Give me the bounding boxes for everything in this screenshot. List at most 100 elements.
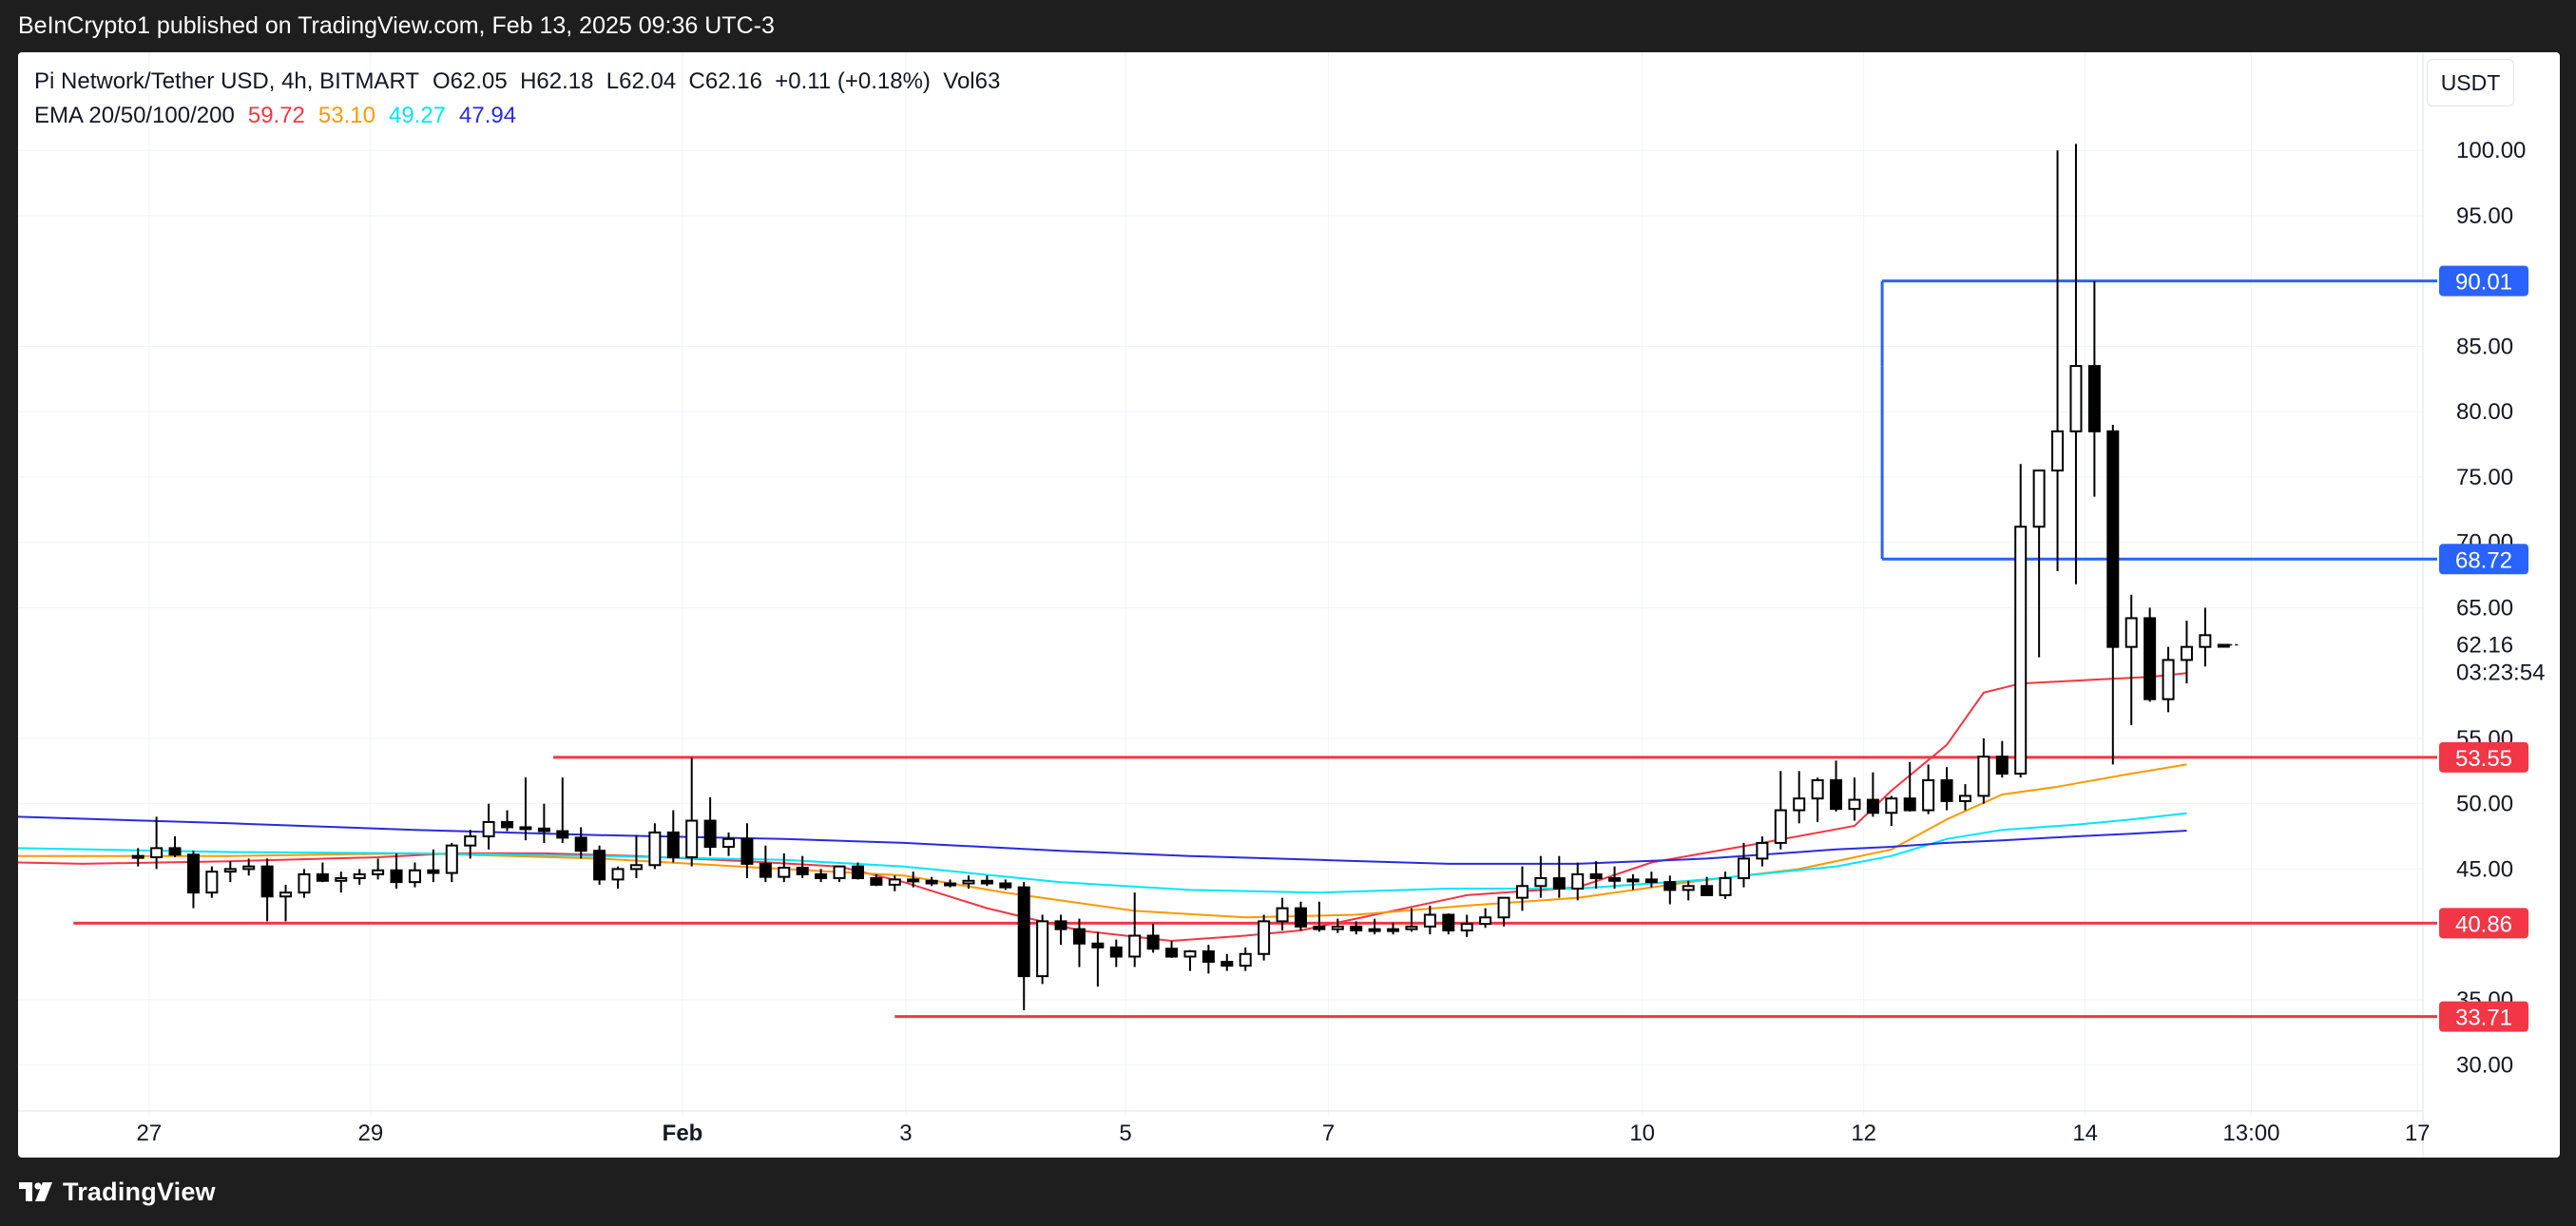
tradingview-brand[interactable]: TradingView: [19, 1177, 216, 1207]
candle-body: [1922, 778, 1935, 812]
candle: [796, 855, 809, 879]
publish-info: BeInCrypto1 published on TradingView.com…: [18, 12, 775, 39]
candle: [1036, 914, 1049, 985]
candle-body: [408, 869, 421, 884]
chart-panel[interactable]: [18, 52, 2560, 1158]
price-tick-label: 45.00: [2456, 856, 2513, 882]
level-badge-1: [2439, 544, 2528, 575]
price-chart[interactable]: 30.0035.0045.0050.0055.0065.0070.0075.00…: [18, 52, 2560, 1158]
candle-body: [279, 891, 293, 898]
ema-line-0: [18, 672, 2187, 943]
chart-legend: Pi Network/Tether USD, 4h, BITMART O62.05…: [34, 65, 1000, 133]
ema-20-value: 59.72: [247, 103, 305, 128]
candle: [427, 849, 440, 883]
candle: [1848, 777, 1861, 821]
candle: [1497, 896, 1510, 927]
candle: [1922, 764, 1935, 814]
candle-body: [1497, 896, 1510, 919]
candle: [1258, 914, 1271, 961]
candle-body: [390, 869, 403, 884]
candle: [1442, 913, 1455, 935]
candle-body: [1091, 942, 1105, 948]
candle-body: [2087, 365, 2101, 432]
candle-body: [833, 865, 846, 880]
candle-body: [1201, 950, 1215, 964]
candle: [482, 803, 495, 850]
candle: [353, 869, 366, 885]
candle: [205, 866, 219, 898]
candle: [1644, 872, 1658, 888]
level-badge-label: 68.72: [2455, 547, 2512, 573]
candle-body: [1313, 925, 1326, 930]
candle-body: [888, 878, 901, 886]
candle: [888, 875, 901, 891]
candle-body: [2162, 659, 2175, 700]
candle: [501, 810, 514, 832]
candle-body: [1774, 809, 1787, 844]
candle-body: [1626, 878, 1640, 883]
candle-body: [1387, 928, 1400, 932]
candle: [740, 823, 754, 879]
time-tick-label: 7: [1322, 1121, 1335, 1146]
candle: [242, 858, 256, 876]
candle: [1552, 855, 1566, 898]
price-tick-label: 75.00: [2456, 465, 2513, 490]
candle: [1350, 921, 1363, 935]
currency-button[interactable]: USDT: [2427, 59, 2514, 106]
candle-body: [925, 879, 938, 885]
candle-body: [629, 864, 643, 871]
symbol-title[interactable]: Pi Network/Tether USD, 4h, BITMART: [34, 68, 419, 94]
candle: [1995, 740, 2009, 778]
candle: [722, 832, 736, 856]
candle-body: [796, 867, 809, 875]
level-badge-label: 90.01: [2455, 270, 2512, 296]
candle: [999, 879, 1012, 891]
time-axis[interactable]: 27 29 Feb 3 5 7 10 12 14 13:00 17: [137, 1121, 2431, 1146]
candle-body: [556, 830, 569, 839]
candle-body: [759, 862, 772, 878]
candle-body: [703, 819, 717, 849]
candle-body: [1239, 952, 1252, 967]
time-tick-label: 14: [2072, 1121, 2098, 1146]
candle: [1276, 897, 1289, 931]
candle-body: [186, 853, 200, 894]
candle-body: [1995, 756, 2009, 776]
candle: [1830, 760, 1843, 812]
candle-body: [778, 867, 791, 878]
ema-200-value: 47.94: [459, 103, 517, 128]
candle-body: [2143, 617, 2157, 700]
candle: [1405, 908, 1418, 932]
candle-body: [298, 872, 311, 894]
candle-body: [1571, 872, 1585, 891]
candle-body: [1460, 923, 1473, 932]
candle: [279, 884, 293, 922]
candle: [1017, 882, 1030, 1010]
level-badge-label: 40.86: [2455, 911, 2512, 937]
candle-body: [980, 879, 993, 885]
candle: [1811, 777, 1824, 822]
candle: [1958, 784, 1971, 811]
candle: [2087, 280, 2101, 497]
candle: [408, 862, 421, 888]
candle: [390, 852, 403, 890]
candle: [1608, 866, 1622, 890]
candle-body: [1368, 928, 1381, 932]
candle-body: [944, 882, 957, 887]
candle: [1331, 918, 1344, 933]
candle: [1146, 924, 1160, 953]
candle: [666, 810, 680, 863]
candle-body: [666, 831, 680, 859]
level-badge-label: 53.55: [2455, 746, 2512, 772]
candle: [150, 816, 163, 870]
candle: [593, 845, 606, 885]
candle-body: [1866, 798, 1879, 814]
candle: [1737, 842, 1750, 888]
candle-body: [740, 837, 754, 865]
time-tick-label: 12: [1851, 1121, 1876, 1146]
candle-body: [464, 835, 477, 847]
ema-label[interactable]: EMA 20/50/100/200: [34, 103, 235, 128]
candle: [759, 845, 772, 883]
price-tick-label: 100.00: [2456, 138, 2526, 163]
publish-bar: BeInCrypto1 published on TradingView.com…: [0, 0, 2576, 52]
candle: [1165, 941, 1179, 958]
